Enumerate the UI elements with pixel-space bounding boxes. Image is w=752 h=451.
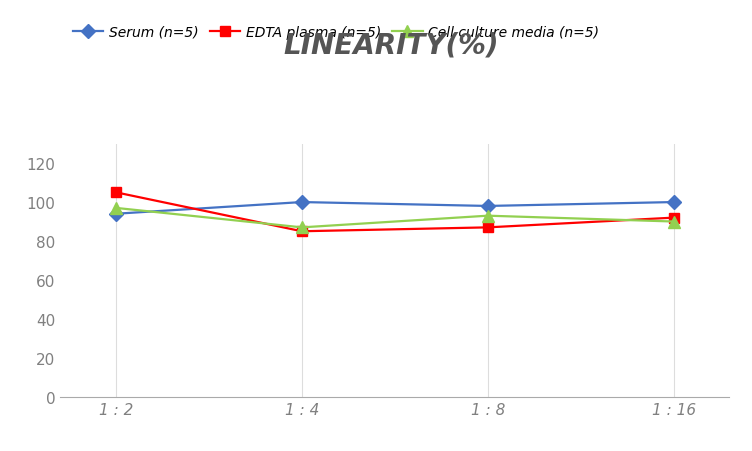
Cell culture media (n=5) — [111, 206, 120, 211]
Line: Cell culture media (n=5): Cell culture media (n=5) — [111, 203, 679, 234]
Cell culture media (n=5) — [297, 225, 306, 230]
Serum (n=5) — [111, 212, 120, 217]
Serum (n=5) — [297, 200, 306, 205]
Cell culture media (n=5) — [669, 219, 678, 225]
EDTA plasma (n=5) — [111, 190, 120, 196]
EDTA plasma (n=5) — [669, 216, 678, 221]
Text: LINEARITY(%): LINEARITY(%) — [284, 32, 499, 60]
EDTA plasma (n=5) — [484, 225, 493, 230]
Line: EDTA plasma (n=5): EDTA plasma (n=5) — [111, 188, 678, 237]
Serum (n=5) — [669, 200, 678, 205]
EDTA plasma (n=5) — [297, 229, 306, 235]
Cell culture media (n=5) — [484, 213, 493, 219]
Legend: Serum (n=5), EDTA plasma (n=5), Cell culture media (n=5): Serum (n=5), EDTA plasma (n=5), Cell cul… — [67, 20, 605, 45]
Line: Serum (n=5): Serum (n=5) — [111, 198, 678, 219]
Serum (n=5) — [484, 204, 493, 209]
